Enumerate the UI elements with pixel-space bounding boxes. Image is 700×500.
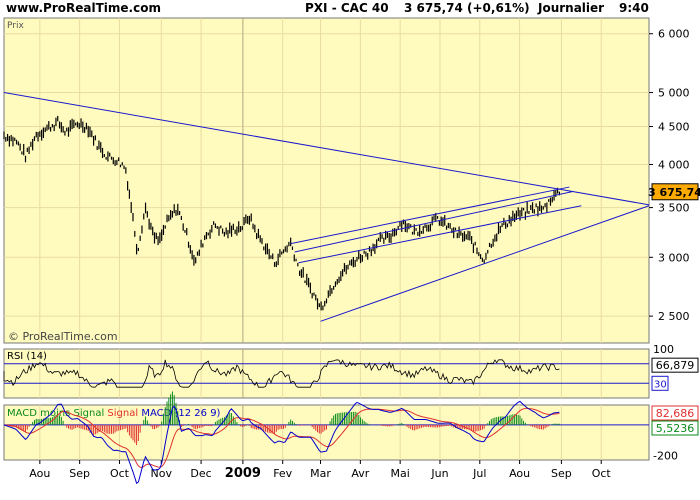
chart-header: www.ProRealTime.com PXI - CAC 40 3 675,7… xyxy=(0,0,700,18)
rsi-value-box xyxy=(651,357,699,373)
x-tick-label: Jul xyxy=(472,467,486,480)
x-tick-label: Jun xyxy=(430,467,448,480)
quote-label: 3 675,74 (+0,61%) xyxy=(404,1,530,15)
rsi-lower-box xyxy=(651,375,669,391)
price-tick-label: 2 500 xyxy=(658,310,690,323)
x-tick-label: Fev xyxy=(273,467,292,480)
x-tick-label: Sep xyxy=(551,467,572,480)
rsi-panel xyxy=(3,348,650,399)
macd-signal-line xyxy=(3,407,560,469)
price-tick-label: 6 000 xyxy=(658,28,690,41)
x-tick-label: Oct xyxy=(110,467,130,480)
x-tick-label: Avr xyxy=(351,467,369,480)
price-tick-label: 3 500 xyxy=(658,202,690,215)
instrument-label: PXI - CAC 40 xyxy=(305,1,389,15)
watermark: © ProRealTime.com xyxy=(8,330,118,343)
x-tick-label: Mai xyxy=(391,467,410,480)
trendline xyxy=(320,205,650,322)
x-tick-label: Aou xyxy=(29,467,50,480)
macd-panel-title: MACD moins Signal Signal MACD (12 26 9) xyxy=(7,408,221,419)
rsi-panel-title: RSI (14) xyxy=(7,351,47,362)
macd-value-box xyxy=(651,420,699,436)
price-panel-title: Prix xyxy=(7,21,24,31)
price-tick-label: 5 000 xyxy=(658,87,690,100)
macd-line xyxy=(3,400,560,485)
x-tick-label: Dec xyxy=(190,467,211,480)
trendline xyxy=(294,190,574,253)
rsi-lower-label: 30 xyxy=(654,379,667,390)
trendline xyxy=(290,186,570,245)
price-tick-label: 4 000 xyxy=(658,159,690,172)
price-bars xyxy=(3,115,561,311)
macd-value-label: 5,5236 xyxy=(656,422,695,435)
time-label: 9:40 xyxy=(619,1,649,15)
macd-title-part: Signal xyxy=(104,408,138,419)
price-panel xyxy=(3,17,650,344)
x-tick-label: Aou xyxy=(509,467,530,480)
rsi-value-label: 66,879 xyxy=(656,359,695,372)
macd-title-part: MACD (12 26 9) xyxy=(138,408,220,419)
macd-value-label: 82,686 xyxy=(656,407,695,420)
rsi-tick-label: 100 xyxy=(653,343,674,356)
last-price-tag xyxy=(651,183,699,201)
macd-value-box xyxy=(651,405,699,421)
trendline xyxy=(3,92,650,206)
x-tick-label: Sep xyxy=(69,467,90,480)
rsi-line xyxy=(3,359,560,388)
x-tick-label: Mar xyxy=(310,467,331,480)
x-tick-label: Nov xyxy=(151,467,173,480)
period-label: Journalier xyxy=(538,1,605,15)
trendline xyxy=(298,205,582,264)
price-tick-label: 3 000 xyxy=(658,251,690,264)
macd-tick-label: -200 xyxy=(653,449,678,462)
last-price-label: 3 675,74 xyxy=(648,186,700,199)
x-tick-label: Oct xyxy=(592,467,612,480)
price-tick-label: 4 500 xyxy=(658,121,690,134)
website-label: www.ProRealTime.com xyxy=(6,1,161,15)
x-tick-label: 2009 xyxy=(225,466,261,481)
macd-title-part: MACD moins Signal xyxy=(7,408,104,419)
